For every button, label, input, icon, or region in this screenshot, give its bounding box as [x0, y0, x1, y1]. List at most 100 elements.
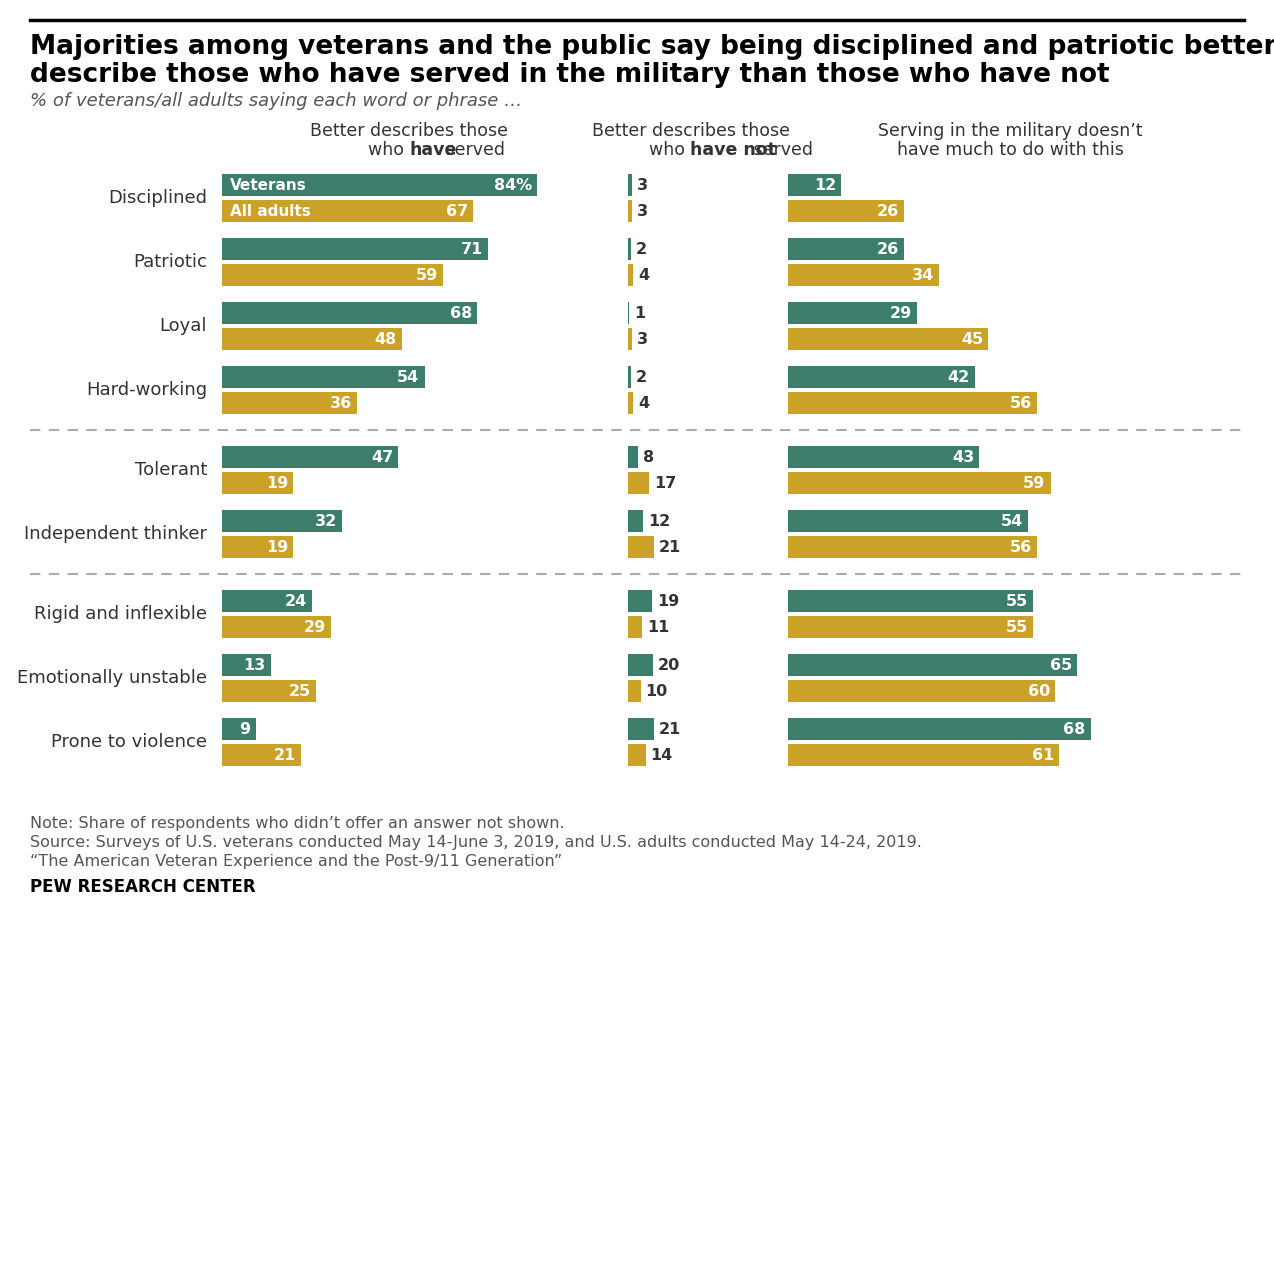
FancyBboxPatch shape — [628, 264, 633, 286]
Text: 21: 21 — [274, 747, 296, 762]
Text: PEW RESEARCH CENTER: PEW RESEARCH CENTER — [31, 878, 256, 896]
Text: 56: 56 — [1010, 395, 1032, 410]
FancyBboxPatch shape — [222, 745, 301, 766]
FancyBboxPatch shape — [628, 445, 638, 468]
Text: 29: 29 — [889, 305, 912, 321]
Text: Disciplined: Disciplined — [108, 189, 206, 207]
Text: 12: 12 — [814, 178, 837, 193]
Text: 84%: 84% — [494, 178, 533, 193]
Text: 43: 43 — [952, 449, 975, 464]
FancyBboxPatch shape — [628, 510, 643, 533]
FancyBboxPatch shape — [789, 264, 939, 286]
FancyBboxPatch shape — [222, 536, 293, 558]
Text: Patriotic: Patriotic — [132, 252, 206, 271]
FancyBboxPatch shape — [628, 199, 632, 222]
FancyBboxPatch shape — [628, 392, 633, 414]
Text: who: who — [648, 141, 691, 159]
Text: Better describes those: Better describes those — [591, 122, 790, 140]
Text: 29: 29 — [303, 620, 326, 635]
Text: Prone to violence: Prone to violence — [51, 733, 206, 751]
Text: 59: 59 — [417, 268, 438, 283]
Text: 14: 14 — [651, 747, 673, 762]
FancyBboxPatch shape — [222, 392, 357, 414]
Text: 9: 9 — [240, 722, 251, 737]
FancyBboxPatch shape — [628, 680, 641, 702]
FancyBboxPatch shape — [222, 328, 403, 350]
Text: Rigid and inflexible: Rigid and inflexible — [34, 604, 206, 623]
Text: 13: 13 — [243, 658, 266, 673]
FancyBboxPatch shape — [789, 745, 1060, 766]
Text: 24: 24 — [285, 593, 307, 608]
FancyBboxPatch shape — [628, 745, 646, 766]
FancyBboxPatch shape — [789, 536, 1037, 558]
Text: 60: 60 — [1028, 684, 1050, 698]
Text: have not: have not — [691, 141, 776, 159]
Text: 19: 19 — [657, 593, 679, 608]
FancyBboxPatch shape — [628, 654, 654, 676]
Text: describe those who have served in the military than those who have not: describe those who have served in the mi… — [31, 62, 1110, 88]
FancyBboxPatch shape — [789, 302, 917, 324]
Text: Note: Share of respondents who didn’t offer an answer not shown.: Note: Share of respondents who didn’t of… — [31, 817, 564, 830]
FancyBboxPatch shape — [222, 680, 316, 702]
Text: 2: 2 — [636, 241, 647, 256]
FancyBboxPatch shape — [628, 616, 642, 639]
Text: 71: 71 — [461, 241, 483, 256]
Text: 21: 21 — [659, 722, 682, 737]
Text: 67: 67 — [446, 203, 469, 218]
Text: 59: 59 — [1023, 476, 1046, 491]
Text: 2: 2 — [636, 370, 647, 385]
Text: 12: 12 — [648, 514, 670, 529]
Text: 54: 54 — [397, 370, 419, 385]
FancyBboxPatch shape — [789, 654, 1078, 676]
Text: served: served — [748, 141, 813, 159]
FancyBboxPatch shape — [222, 199, 473, 222]
FancyBboxPatch shape — [222, 472, 293, 493]
FancyBboxPatch shape — [628, 328, 632, 350]
Text: 47: 47 — [371, 449, 394, 464]
FancyBboxPatch shape — [628, 472, 650, 493]
FancyBboxPatch shape — [789, 680, 1055, 702]
Text: 56: 56 — [1010, 539, 1032, 554]
Text: 3: 3 — [637, 203, 648, 218]
FancyBboxPatch shape — [222, 302, 476, 324]
Text: 26: 26 — [877, 203, 898, 218]
FancyBboxPatch shape — [789, 199, 903, 222]
FancyBboxPatch shape — [789, 472, 1051, 493]
Text: 42: 42 — [948, 370, 970, 385]
Text: 65: 65 — [1050, 658, 1073, 673]
Text: All adults: All adults — [231, 203, 311, 218]
Text: Loyal: Loyal — [159, 317, 206, 334]
Text: % of veterans/all adults saying each word or phrase …: % of veterans/all adults saying each wor… — [31, 92, 522, 110]
FancyBboxPatch shape — [222, 174, 538, 196]
Text: 68: 68 — [450, 305, 471, 321]
Text: 10: 10 — [646, 684, 668, 698]
FancyBboxPatch shape — [789, 616, 1033, 639]
Text: served: served — [441, 141, 506, 159]
FancyBboxPatch shape — [789, 591, 1033, 612]
Text: 54: 54 — [1001, 514, 1023, 529]
Text: 3: 3 — [637, 332, 648, 347]
FancyBboxPatch shape — [628, 174, 632, 196]
FancyBboxPatch shape — [222, 654, 271, 676]
Text: 4: 4 — [638, 395, 650, 410]
Text: 8: 8 — [643, 449, 654, 464]
Text: have: have — [409, 141, 457, 159]
FancyBboxPatch shape — [789, 392, 1037, 414]
FancyBboxPatch shape — [628, 718, 655, 740]
FancyBboxPatch shape — [789, 328, 989, 350]
FancyBboxPatch shape — [789, 239, 903, 260]
FancyBboxPatch shape — [789, 366, 975, 387]
FancyBboxPatch shape — [789, 718, 1091, 740]
Text: 34: 34 — [912, 268, 934, 283]
FancyBboxPatch shape — [222, 510, 341, 533]
Text: 61: 61 — [1032, 747, 1055, 762]
FancyBboxPatch shape — [222, 445, 399, 468]
Text: 21: 21 — [659, 539, 682, 554]
FancyBboxPatch shape — [789, 445, 980, 468]
Text: Better describes those: Better describes those — [311, 122, 508, 140]
FancyBboxPatch shape — [628, 239, 631, 260]
FancyBboxPatch shape — [222, 264, 443, 286]
Text: 36: 36 — [330, 395, 352, 410]
FancyBboxPatch shape — [222, 239, 488, 260]
FancyBboxPatch shape — [789, 510, 1028, 533]
